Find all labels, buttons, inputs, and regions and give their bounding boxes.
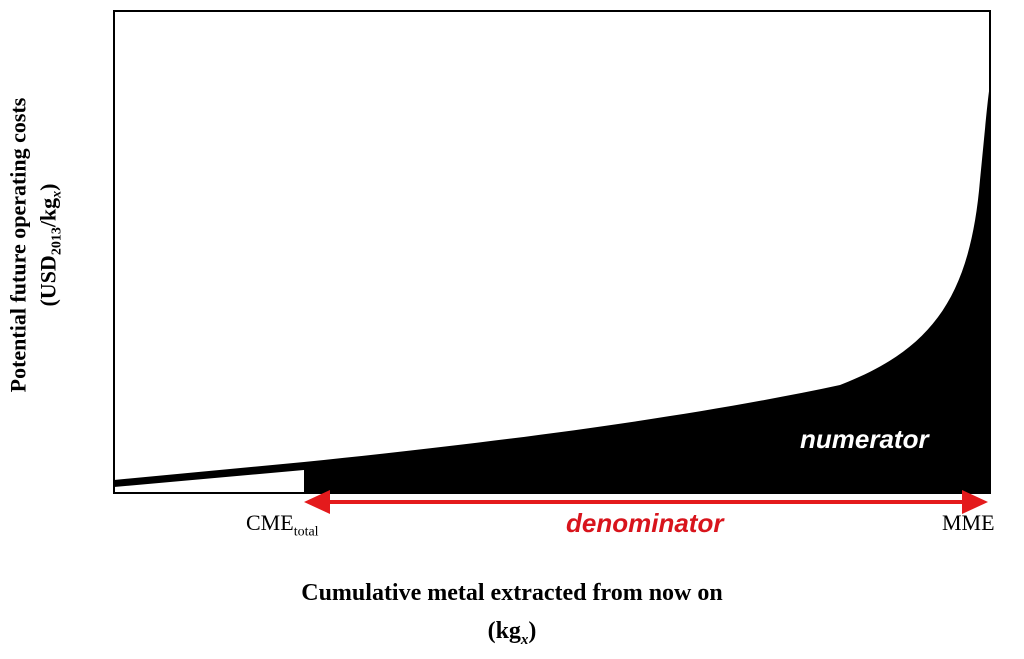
x-axis-label: Cumulative metal extracted from now on (… [0,574,1024,659]
y-axis-label-line1: Potential future operating costs [5,97,31,393]
x-axis-unit-sub: x [520,631,529,648]
tick-cme-total: CMEtotal [246,510,319,540]
numerator-label: numerator [800,424,929,454]
y-axis-unit-middle: /kg [35,197,61,228]
x-axis-unit-suffix: ) [528,618,537,644]
denominator-arrow [304,490,988,514]
curve-band-left [114,462,304,487]
numerator-area [304,85,990,493]
tick-mme: MME [942,510,995,535]
y-axis-unit-prefix: (USD [35,255,61,307]
denominator-arrowhead-right [962,490,988,514]
x-axis-label-line1: Cumulative metal extracted from now on [301,580,723,606]
denominator-arrowhead-left [304,490,330,514]
y-axis-label-wrap: Potential future operating costs (USD201… [0,0,80,500]
y-axis-unit-year: 2013 [49,227,65,256]
y-axis-unit-suffix: ) [35,183,61,191]
y-axis-unit-sub: x [49,190,65,198]
x-axis-label-line2: (kgx) [0,612,1024,659]
tick-cme-main: CME [246,510,294,535]
y-axis-label: Potential future operating costs (USD201… [3,98,72,393]
y-axis-label-line2: (USD2013/kgx) [33,98,72,393]
x-axis-unit-prefix: (kg [487,618,521,644]
tick-cme-sub: total [293,524,319,540]
denominator-label: denominator [566,508,724,538]
